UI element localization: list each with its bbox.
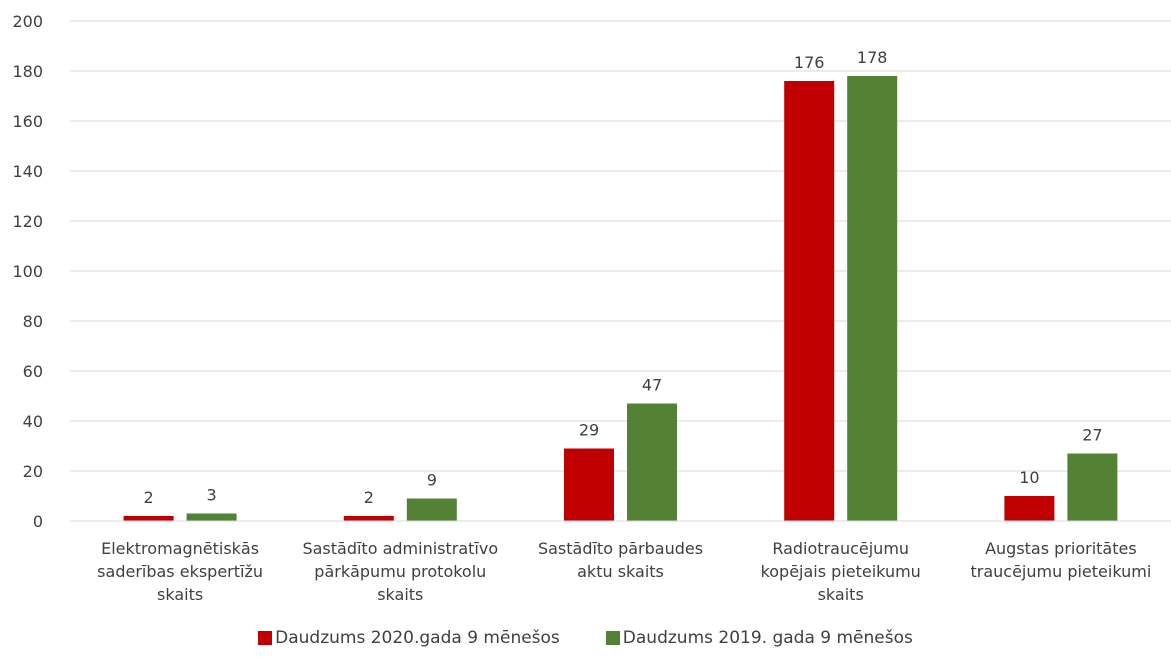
bar-2020	[343, 516, 394, 521]
data-label: 3	[207, 486, 217, 505]
x-category-label-line: pārkāpumu protokolu	[314, 562, 487, 581]
y-tick-label: 80	[23, 312, 43, 331]
bar-2020	[123, 516, 174, 521]
x-category-label-line: Augstas prioritātes	[985, 539, 1137, 558]
data-label: 10	[1019, 468, 1039, 487]
data-label: 2	[364, 488, 374, 507]
x-category-label-line: traucējumu pieteikumi	[970, 562, 1152, 581]
data-label: 29	[579, 421, 599, 440]
bar-2019	[186, 513, 237, 521]
data-label: 2	[144, 488, 154, 507]
x-category-label-line: skaits	[157, 585, 204, 604]
bar-2019	[1067, 453, 1118, 521]
data-labels: 2 2 29 176 10 3 9 47 178 27	[144, 48, 1103, 507]
x-category-label-line: aktu skaits	[577, 562, 664, 581]
legend: Daudzums 2020.gada 9 mēnešos Daudzums 20…	[0, 623, 1171, 653]
data-label: 178	[857, 48, 888, 67]
bar-2019	[847, 76, 898, 521]
bar-2020	[1004, 496, 1055, 521]
data-label: 27	[1082, 426, 1102, 445]
x-category-label: Sastādīto administratīvo pārkāpumu protok…	[285, 537, 515, 606]
bar-2020	[784, 81, 835, 521]
y-tick-label: 140	[12, 162, 43, 181]
x-category-label-line: Radiotraucējumu	[772, 539, 910, 558]
bar-2020	[564, 448, 614, 521]
x-category-label-line: Sastādīto pārbaudes	[537, 539, 704, 558]
x-category-label: Sastādīto pārbaudes aktu skaits	[506, 537, 736, 583]
legend-item-2019: Daudzums 2019. gada 9 mēnešos	[605, 628, 913, 648]
y-tick-label: 40	[23, 412, 43, 431]
legend-item-2020: Daudzums 2020.gada 9 mēnešos	[258, 628, 560, 648]
y-tick-label: 0	[33, 512, 43, 531]
legend-swatch-2020	[258, 631, 273, 645]
x-category-label-line: saderības ekspertīžu	[97, 562, 263, 581]
x-category-label: Radiotraucējumu kopējais pieteikumu skaits	[726, 537, 956, 606]
x-category-label-line: skaits	[377, 585, 424, 604]
y-tick-label: 120	[12, 212, 43, 231]
x-category-label-line: Sastādīto administratīvo	[302, 539, 499, 558]
y-tick-label: 180	[12, 62, 43, 81]
y-axis-ticks: 0 20 40 60 80 100 120 140 160 180 200	[12, 12, 43, 531]
bar-2019	[406, 498, 457, 521]
bar-2019	[627, 403, 677, 521]
gridlines	[70, 20, 1171, 522]
x-category-label: Augstas prioritātes traucējumu pieteikumi	[946, 537, 1171, 583]
x-category-label: Elektromagnētiskās saderības ekspertīžu sk…	[65, 537, 295, 606]
data-label: 47	[642, 376, 662, 395]
legend-label-2019: Daudzums 2019. gada 9 mēnešos	[622, 628, 913, 648]
data-label: 176	[794, 53, 825, 72]
y-tick-label: 100	[12, 262, 43, 281]
y-tick-label: 20	[23, 462, 43, 481]
x-category-label-line: skaits	[817, 585, 864, 604]
y-tick-label: 60	[23, 362, 43, 381]
legend-label-2020: Daudzums 2020.gada 9 mēnešos	[275, 628, 560, 648]
x-category-label-line: kopējais pieteikumu	[760, 562, 921, 581]
bars	[123, 76, 1118, 521]
y-tick-label: 160	[12, 112, 43, 131]
y-tick-label: 200	[12, 12, 43, 31]
legend-swatch-2019	[605, 631, 620, 645]
x-category-label-line: Elektromagnētiskās	[101, 539, 260, 558]
data-label: 9	[427, 471, 437, 490]
